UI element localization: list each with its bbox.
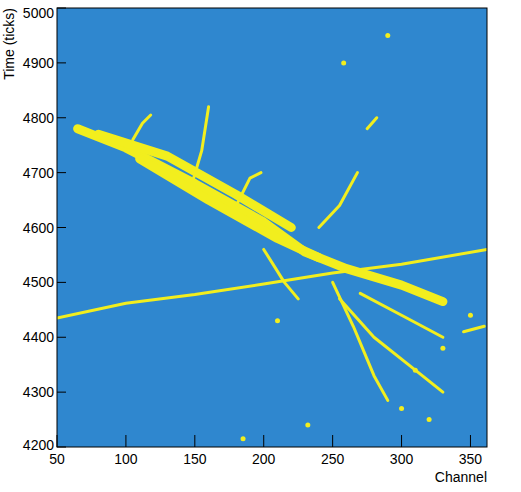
blob xyxy=(341,60,346,65)
y-tick xyxy=(57,117,66,118)
y-tick xyxy=(57,227,66,228)
y-tick xyxy=(57,8,66,9)
x-axis-title: Channel xyxy=(435,469,487,485)
track xyxy=(57,249,487,318)
track xyxy=(360,293,443,337)
plot-background xyxy=(57,8,487,447)
marks xyxy=(57,33,487,441)
x-tick xyxy=(332,435,333,447)
blob xyxy=(241,436,246,441)
y-tick-label: 4300 xyxy=(23,384,54,400)
blob xyxy=(427,417,432,422)
y-tick xyxy=(57,337,66,338)
y-tick xyxy=(57,282,66,283)
track xyxy=(98,134,291,227)
y-tick xyxy=(57,392,66,393)
track xyxy=(140,159,319,258)
y-tick-label: 4800 xyxy=(23,110,54,126)
y-tick-label: 4500 xyxy=(23,274,54,290)
x-tick xyxy=(125,435,126,447)
x-tick xyxy=(263,435,264,447)
blob xyxy=(468,313,473,318)
track xyxy=(192,107,209,184)
x-tick xyxy=(470,435,471,447)
track xyxy=(264,249,298,298)
blob xyxy=(275,318,280,323)
chart: 50 100 150 200 250 300 350 4200 4300 4400 4500 4600… xyxy=(0,0,521,492)
y-tick xyxy=(57,62,66,63)
blob xyxy=(399,406,404,411)
blob xyxy=(385,33,390,38)
blob xyxy=(413,368,418,373)
track xyxy=(236,173,261,206)
x-tick xyxy=(401,435,402,447)
x-tick-label: 100 xyxy=(114,451,138,467)
track xyxy=(464,326,485,331)
x-tick xyxy=(194,435,195,447)
track xyxy=(319,173,358,228)
x-tick-label: 250 xyxy=(321,451,345,467)
x-tick-label: 300 xyxy=(390,451,414,467)
y-tick-label: 4900 xyxy=(23,55,54,71)
y-tick-label: 5000 xyxy=(23,5,54,21)
x-tick-label: 350 xyxy=(459,451,483,467)
y-tick xyxy=(57,172,66,173)
frame xyxy=(57,8,487,447)
blob xyxy=(440,346,445,351)
track xyxy=(340,299,443,392)
y-tick-label: 4600 xyxy=(23,220,54,236)
track xyxy=(367,118,377,129)
x-tick xyxy=(57,435,58,447)
track xyxy=(78,129,443,302)
x-tick-label: 200 xyxy=(252,451,276,467)
y-tick-label: 4400 xyxy=(23,329,54,345)
y-axis-title: Time (ticks) xyxy=(1,8,17,80)
track xyxy=(133,115,151,140)
y-tick-label: 4700 xyxy=(23,165,54,181)
y-tick xyxy=(57,447,66,448)
y-tick-label: 4200 xyxy=(23,437,54,453)
x-tick-label: 150 xyxy=(183,451,207,467)
blob xyxy=(305,423,310,428)
x-tick-label: 50 xyxy=(49,451,65,467)
